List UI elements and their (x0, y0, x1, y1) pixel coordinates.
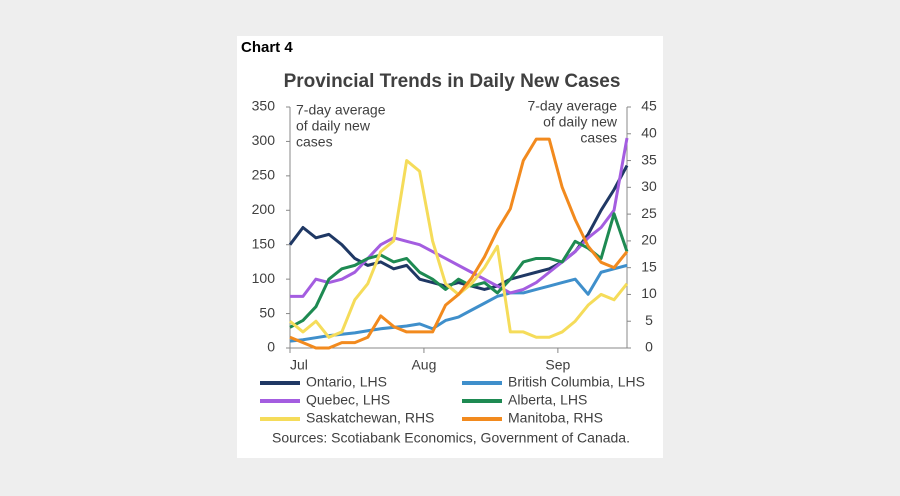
x-tick-label: Jul (290, 357, 308, 373)
annotation: of daily new (543, 114, 618, 130)
legend-label: Ontario, LHS (306, 374, 387, 390)
legend-label: Quebec, LHS (306, 392, 390, 408)
chart-title: Provincial Trends in Daily New Cases (284, 71, 621, 92)
y-tick-label: 250 (252, 167, 276, 183)
annotation: of daily new (296, 118, 371, 134)
line-series (289, 137, 629, 350)
y-tick-label: 200 (252, 201, 276, 217)
line-series (290, 137, 629, 298)
annotation: 7-day average (296, 102, 386, 118)
y-tick-label: 50 (259, 304, 275, 320)
y2-tick-label: 25 (641, 205, 657, 221)
y2-tick-label: 10 (641, 285, 657, 301)
y-tick-label: 100 (252, 270, 276, 286)
legend-label: British Columbia, LHS (508, 374, 645, 390)
y-tick-label: 300 (252, 132, 276, 148)
y2-tick-label: 45 (641, 98, 657, 114)
line-series (289, 212, 629, 329)
annotation: 7-day average (527, 98, 617, 114)
y-tick-label: 350 (252, 98, 276, 114)
y-tick-label: 0 (267, 339, 275, 355)
legend-label: Alberta, LHS (508, 392, 587, 408)
source: Sources: Scotiabank Economics, Governmen… (272, 430, 630, 446)
y2-tick-label: 30 (641, 178, 657, 194)
y2-tick-label: 40 (641, 124, 657, 140)
y2-tick-label: 35 (641, 151, 657, 167)
chart-label: Chart 4 (241, 39, 293, 56)
y2-tick-label: 5 (645, 312, 653, 328)
y2-tick-label: 20 (641, 232, 657, 248)
x-tick-label: Sep (545, 357, 570, 373)
card (237, 36, 663, 458)
y2-tick-label: 15 (641, 258, 657, 274)
y-tick-label: 150 (252, 235, 276, 251)
legend-label: Manitoba, RHS (508, 410, 603, 426)
annotation: cases (296, 134, 333, 150)
line-series (289, 263, 628, 343)
y2-tick-label: 0 (645, 339, 653, 355)
legend-label: Saskatchewan, RHS (306, 410, 434, 426)
annotation: cases (580, 130, 617, 146)
x-tick-label: Aug (411, 357, 436, 373)
